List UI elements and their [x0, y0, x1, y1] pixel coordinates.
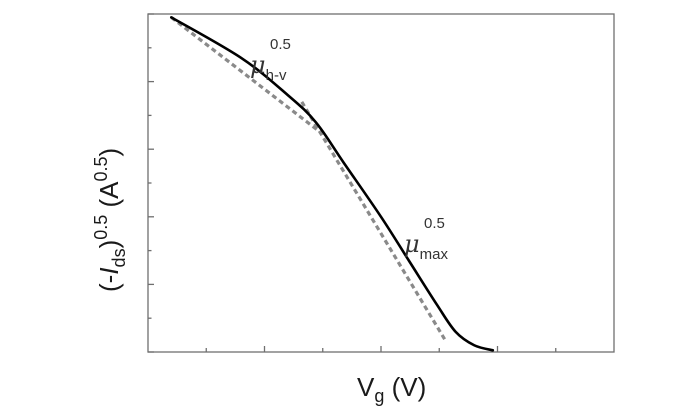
data-lines — [170, 16, 495, 352]
linear-fit-line — [170, 16, 322, 134]
y-axis-sup: 0.5 — [91, 215, 111, 240]
x-axis-unit: (V) — [384, 372, 426, 402]
x-axis-var: V — [357, 372, 375, 402]
y-axis-var: I — [94, 267, 124, 274]
linear-fit-line — [300, 101, 448, 343]
mu-max-subscript: max — [420, 246, 449, 263]
y-axis-unit-close: ) — [94, 148, 124, 157]
y-axis-close: ) — [94, 240, 124, 249]
y-axis-sub: ds — [109, 248, 129, 267]
y-axis-label: (-Ids)0.5 (A0.5) — [91, 148, 129, 292]
y-axis-unit-open: (A — [94, 181, 124, 215]
y-axis-unit-sup: 0.5 — [91, 156, 111, 181]
x-axis-label: Vg (V) — [357, 372, 426, 406]
mu-hv-symbol: μ — [250, 51, 266, 79]
mu-hv-subscript: h-v — [266, 67, 287, 84]
mu-max-superscript: 0.5 — [424, 215, 445, 232]
x-axis-sub: g — [374, 386, 384, 406]
mu-hv-label: μh-v — [250, 51, 287, 84]
mu-max-symbol: μ — [404, 230, 420, 258]
axis-ticks — [148, 13, 557, 353]
transfer-curve — [170, 16, 495, 352]
plot-frame — [147, 13, 615, 353]
y-axis-open: (- — [94, 275, 124, 292]
mu-max-label: μmax — [404, 230, 448, 263]
mu-hv-superscript: 0.5 — [270, 36, 291, 53]
